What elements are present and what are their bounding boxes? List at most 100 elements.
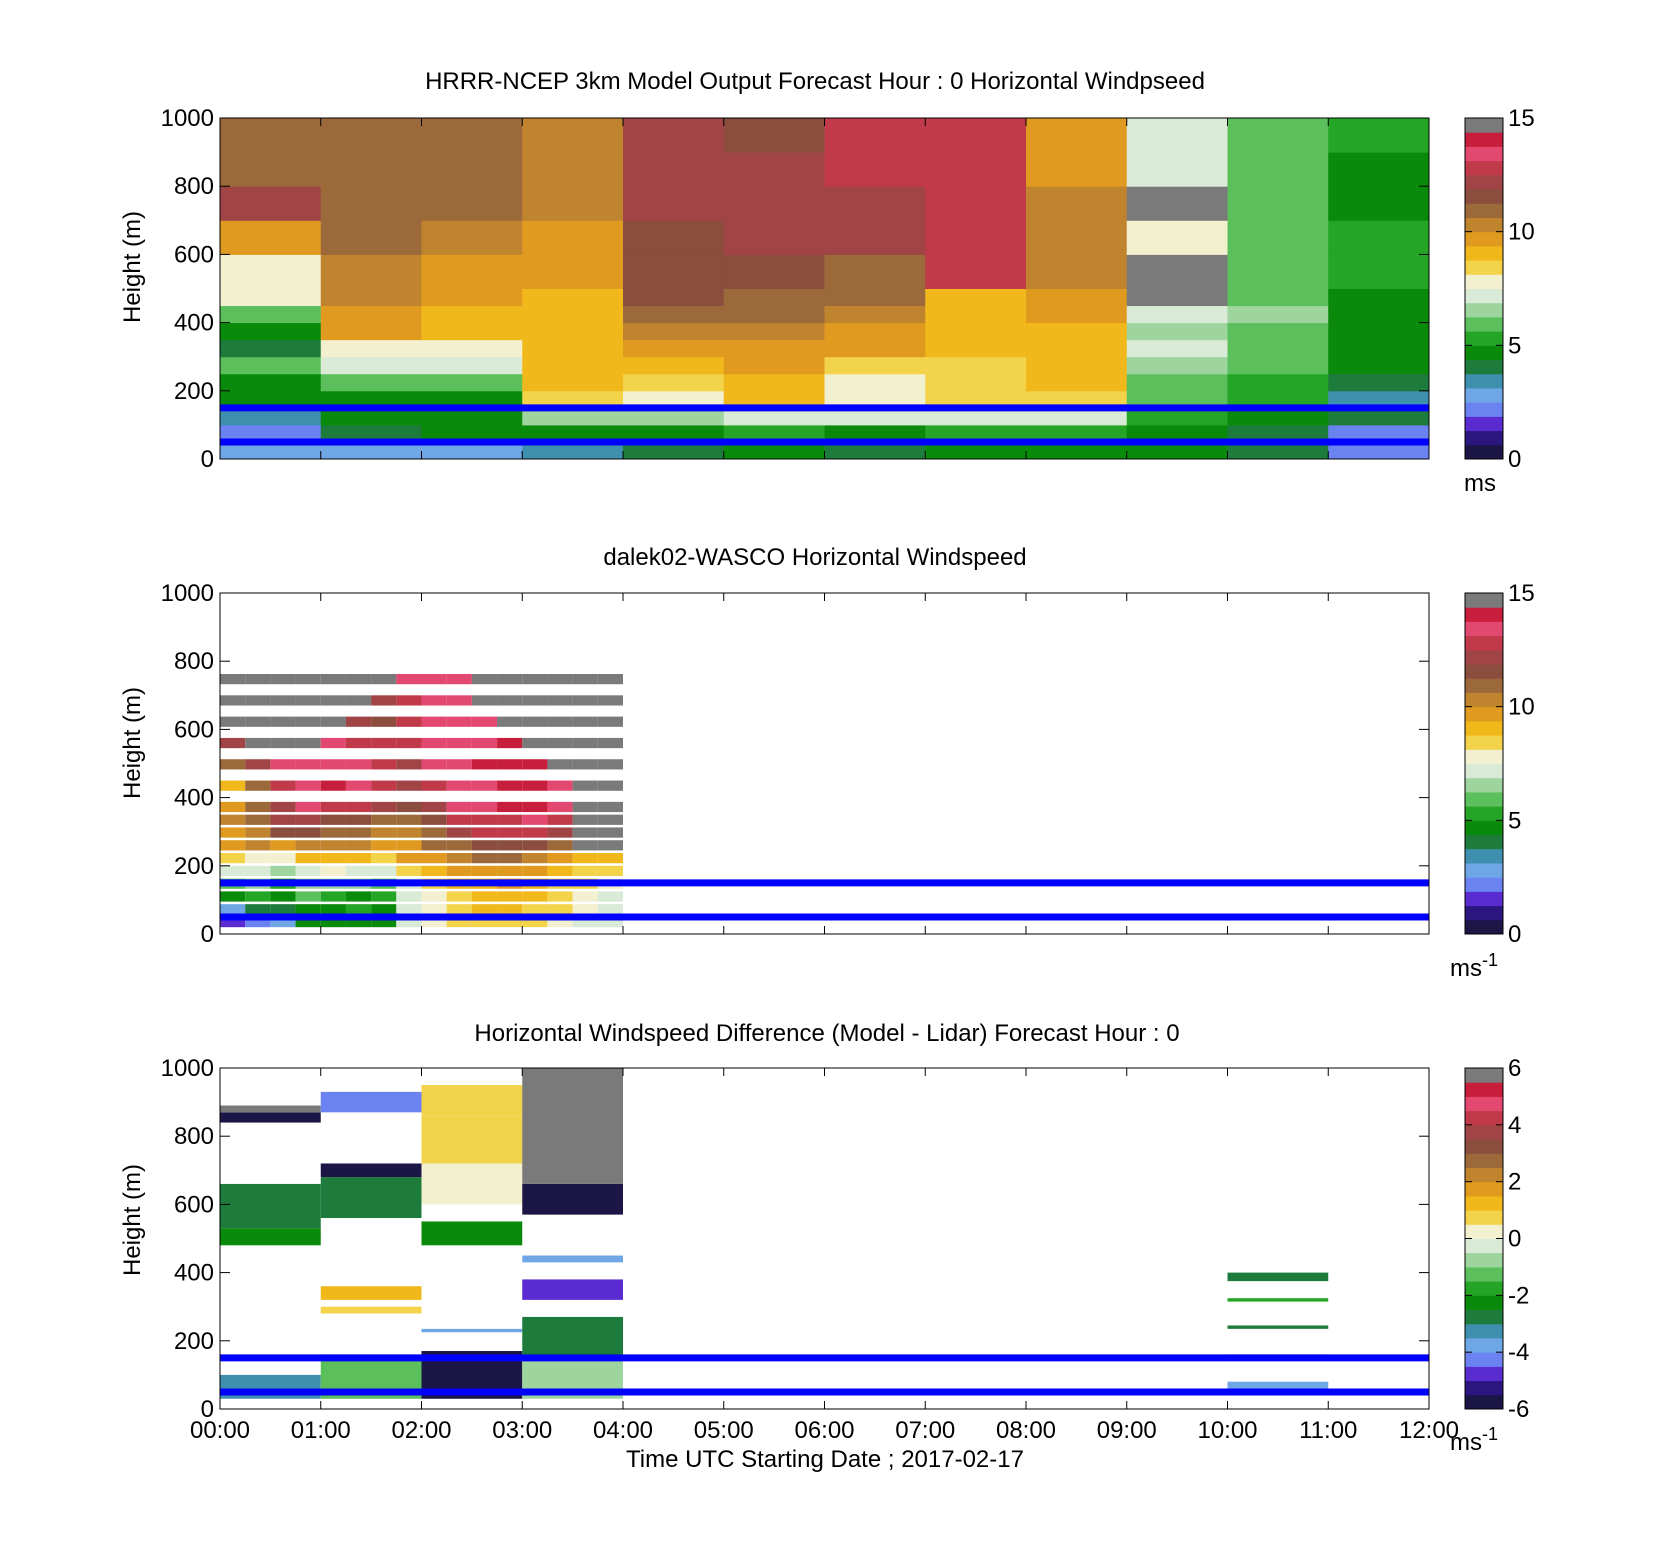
heatmap-cell — [1227, 441, 1329, 460]
y-tick-label: 600 — [174, 716, 214, 743]
heatmap-cell — [623, 424, 725, 443]
lidar-cell — [421, 891, 447, 902]
colorbar-swatch — [1465, 692, 1503, 708]
heatmap-cell — [320, 322, 422, 341]
lidar-cell — [597, 780, 623, 791]
lidar-cell — [446, 801, 472, 813]
lidar-cell — [220, 827, 246, 838]
lidar-cell — [320, 827, 346, 838]
colorbar-tick-label: -4 — [1508, 1339, 1529, 1366]
lidar-cell — [446, 814, 472, 825]
lidar-cell — [421, 716, 447, 727]
lidar-cell — [597, 865, 623, 877]
panel-model: HRRR-NCEP 3km Model Output Forecast Hour… — [119, 68, 1535, 497]
heatmap-cell — [623, 220, 725, 255]
colorbar-tick-label: 15 — [1508, 580, 1535, 607]
y-tick-label: 400 — [174, 310, 214, 337]
lidar-cell — [421, 673, 447, 685]
heatmap-cell — [421, 254, 523, 289]
heatmap-cell — [220, 305, 322, 324]
lidar-cell — [497, 814, 523, 825]
lidar-cell — [471, 780, 498, 791]
lidar-cell — [371, 737, 397, 749]
heatmap-cell — [421, 373, 523, 392]
colorbar-swatch — [1465, 1309, 1503, 1325]
panel-difference-ylabel: Height (m) — [119, 1164, 146, 1276]
heatmap-cell — [1328, 390, 1430, 409]
colorbar-tick-label: 6 — [1508, 1055, 1521, 1082]
lidar-cell — [245, 827, 271, 838]
heatmap-cell — [320, 254, 422, 289]
lidar-cell — [421, 853, 447, 864]
colorbar-unit: ms-1 — [1450, 1424, 1498, 1456]
colorbar-swatch — [1465, 444, 1503, 460]
heatmap-cell — [522, 220, 624, 255]
lidar-cell — [220, 780, 246, 791]
heatmap-cell — [220, 118, 322, 153]
lidar-cell — [547, 673, 573, 685]
heatmap-cell — [723, 305, 825, 324]
heatmap-cell — [220, 220, 322, 255]
colorbar-swatch — [1465, 1068, 1503, 1083]
lidar-cell — [446, 840, 472, 851]
lidar-cell — [220, 814, 246, 825]
difference-band — [320, 1306, 422, 1314]
heatmap-cell — [522, 424, 624, 443]
heatmap-cell — [320, 186, 422, 221]
lidar-cell — [421, 865, 447, 877]
x-tick-label: 02:00 — [391, 1417, 451, 1444]
x-tick-label: 01:00 — [291, 1417, 351, 1444]
lidar-cell — [295, 695, 321, 706]
heatmap-cell — [320, 152, 422, 187]
lidar-cell — [497, 865, 523, 877]
lidar-cell — [295, 716, 321, 727]
colorbar-swatch — [1465, 1295, 1503, 1311]
heatmap-cell — [1126, 118, 1228, 153]
colorbar-swatch — [1465, 664, 1503, 679]
heatmap-cell — [320, 373, 422, 392]
lidar-cell — [471, 716, 498, 727]
lidar-cell — [220, 695, 246, 706]
lidar-cell — [446, 780, 472, 791]
colorbar-swatch — [1465, 806, 1503, 821]
x-ticks: 00:00 01:00 02:00 03:00 04:00 05:00 06:00 07:00… — [190, 1068, 1459, 1444]
lidar-cell — [371, 780, 397, 791]
heatmap-cell — [623, 152, 725, 187]
heatmap-cell — [1328, 407, 1430, 426]
heatmap-cell — [320, 390, 422, 409]
panel-lidar-title: dalek02-WASCO Horizontal Windspeed — [603, 544, 1026, 571]
heatmap-cell — [421, 186, 523, 221]
lidar-cell — [597, 916, 623, 928]
lidar-cell — [371, 827, 397, 838]
heatmap-cell — [1227, 254, 1329, 289]
heatmap-cell — [623, 305, 725, 324]
difference-band — [220, 1105, 321, 1113]
lidar-cell — [471, 695, 498, 706]
panel-difference: Horizontal Windspeed Difference (Model -… — [119, 1020, 1529, 1473]
heatmap-cell — [522, 373, 624, 392]
colorbar-swatch — [1465, 387, 1503, 403]
lidar-cell — [547, 801, 573, 813]
colorbar-swatch — [1465, 649, 1503, 665]
heatmap-cell — [1026, 424, 1128, 443]
difference-band — [522, 1279, 623, 1300]
lidar-cell — [471, 827, 498, 838]
lidar-cell — [471, 916, 498, 928]
lidar-cell — [371, 759, 397, 770]
heatmap-cell — [1026, 339, 1128, 358]
colorbar-swatch — [1465, 1380, 1503, 1396]
x-tick-label: 00:00 — [190, 1417, 250, 1444]
lidar-cell — [471, 865, 498, 877]
lidar-cell — [295, 827, 321, 838]
heatmap-cell — [1126, 186, 1228, 221]
heatmap-cell — [623, 254, 725, 289]
reference-lines — [220, 404, 1429, 446]
lidar-cell — [345, 827, 372, 838]
heatmap-cell — [320, 305, 422, 324]
lidar-cell — [547, 904, 573, 915]
difference-band — [220, 1183, 321, 1229]
lidar-cell — [446, 673, 472, 685]
heatmap-cell — [824, 305, 926, 324]
colorbar-swatch — [1465, 1224, 1503, 1239]
colorbar-swatch — [1465, 593, 1503, 608]
